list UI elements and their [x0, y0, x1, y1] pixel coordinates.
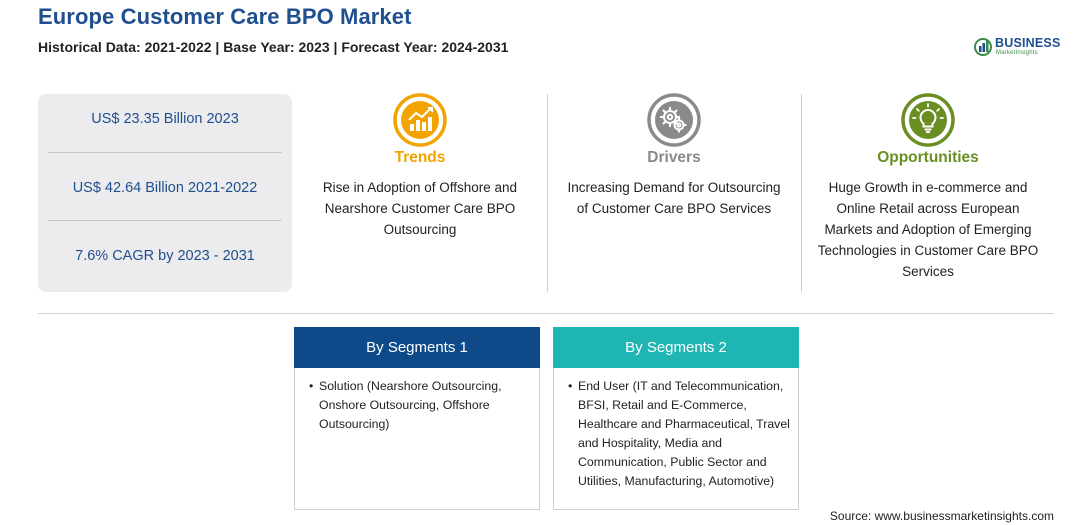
- source-citation: Source: www.businessmarketinsights.com: [829, 509, 1054, 523]
- logo-brand-text: BUSINESS: [995, 36, 1061, 50]
- key-stats-panel: US$ 23.35 Billion 2023 US$ 42.64 Billion…: [38, 94, 292, 292]
- bullet-icon: •: [309, 379, 314, 393]
- segment-1-item: Solution (Nearshore Outsourcing, Onshore…: [319, 379, 502, 431]
- list-item: • Solution (Nearshore Outsourcing, Onsho…: [309, 377, 535, 434]
- company-logo: BUSINESS MarketInsights: [974, 35, 1064, 61]
- stat-divider: [48, 152, 282, 153]
- opportunities-text: Huge Growth in e-commerce and Online Ret…: [817, 180, 1039, 279]
- drivers-text: Increasing Demand for Outsourcing of Cus…: [567, 180, 781, 216]
- segment-box-1: By Segments 1 • Solution (Nearshore Outs…: [294, 327, 540, 510]
- list-item: • End User (IT and Telecommunication, BF…: [568, 377, 794, 491]
- segment-2-item: End User (IT and Telecommunication, BFSI…: [578, 379, 790, 488]
- segment-box-2: By Segments 2 • End User (IT and Telecom…: [553, 327, 799, 510]
- stat-cagr: 7.6% CAGR by 2023 - 2031: [75, 248, 255, 264]
- stat-market-size-historical: US$ 42.64 Billion 2021-2022: [72, 180, 258, 196]
- segment-2-list: • End User (IT and Telecommunication, BF…: [568, 377, 794, 491]
- trends-title: Trends: [394, 149, 446, 166]
- gears-icon: [646, 92, 702, 148]
- logo-brand-subtext: MarketInsights: [996, 50, 1038, 56]
- column-divider: [547, 94, 548, 292]
- opportunities-title: Opportunities: [877, 149, 979, 166]
- segment-1-list: • Solution (Nearshore Outsourcing, Onsho…: [309, 377, 535, 434]
- bullet-icon: •: [568, 379, 573, 393]
- stat-divider: [48, 220, 282, 221]
- lightbulb-icon: [900, 92, 956, 148]
- segment-2-header: By Segments 2: [553, 327, 799, 368]
- trends-text: Rise in Adoption of Offshore and Nearsho…: [322, 180, 518, 237]
- stat-market-size-2023: US$ 23.35 Billion 2023: [91, 111, 239, 127]
- logo-mark-icon: [974, 38, 992, 56]
- section-divider: [38, 313, 1054, 314]
- column-divider: [801, 94, 802, 292]
- page-title: Europe Customer Care BPO Market: [38, 4, 412, 29]
- trend-chart-icon: [392, 92, 448, 148]
- segment-1-header: By Segments 1: [294, 327, 540, 368]
- page-subtitle: Historical Data: 2021-2022 | Base Year: …: [38, 39, 509, 55]
- drivers-title: Drivers: [647, 149, 701, 166]
